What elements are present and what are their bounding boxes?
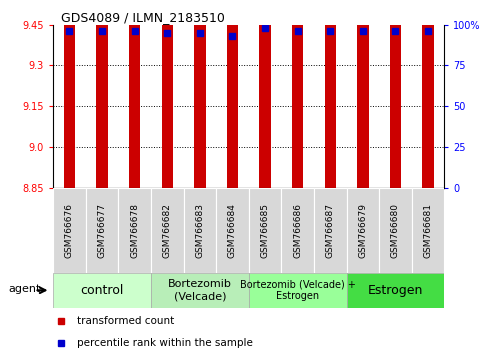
- Bar: [412, 188, 444, 273]
- Text: GSM766678: GSM766678: [130, 202, 139, 258]
- Bar: [422, 0, 434, 188]
- Text: Bortezomib
(Velcade): Bortezomib (Velcade): [168, 279, 232, 301]
- Bar: [249, 188, 282, 273]
- Bar: [227, 0, 238, 188]
- Bar: [151, 188, 184, 273]
- Text: control: control: [80, 284, 124, 297]
- Text: GSM766679: GSM766679: [358, 202, 368, 258]
- Text: GSM766680: GSM766680: [391, 202, 400, 258]
- Text: GSM766687: GSM766687: [326, 202, 335, 258]
- Bar: [379, 188, 412, 273]
- Bar: [249, 273, 347, 308]
- Text: GSM766677: GSM766677: [98, 202, 107, 258]
- Bar: [161, 0, 173, 188]
- Bar: [184, 188, 216, 273]
- Bar: [86, 188, 118, 273]
- Bar: [194, 0, 206, 188]
- Text: GSM766685: GSM766685: [260, 202, 270, 258]
- Bar: [216, 188, 249, 273]
- Bar: [118, 188, 151, 273]
- Text: GSM766681: GSM766681: [424, 202, 433, 258]
- Bar: [314, 188, 347, 273]
- Bar: [96, 0, 108, 188]
- Bar: [281, 188, 314, 273]
- Bar: [129, 0, 141, 188]
- Text: GSM766676: GSM766676: [65, 202, 74, 258]
- Text: GDS4089 / ILMN_2183510: GDS4089 / ILMN_2183510: [61, 11, 225, 24]
- Text: GSM766682: GSM766682: [163, 202, 172, 258]
- Bar: [292, 0, 303, 188]
- Text: GSM766686: GSM766686: [293, 202, 302, 258]
- Text: agent: agent: [8, 284, 41, 293]
- Bar: [259, 0, 271, 188]
- Bar: [390, 0, 401, 188]
- Text: Estrogen: Estrogen: [368, 284, 423, 297]
- Bar: [357, 0, 369, 188]
- Bar: [347, 273, 444, 308]
- Bar: [64, 0, 75, 188]
- Text: GSM766684: GSM766684: [228, 202, 237, 258]
- Text: percentile rank within the sample: percentile rank within the sample: [77, 338, 253, 348]
- Bar: [53, 188, 86, 273]
- Bar: [325, 0, 336, 188]
- Bar: [151, 273, 249, 308]
- Text: transformed count: transformed count: [77, 316, 174, 326]
- Bar: [53, 273, 151, 308]
- Text: Bortezomib (Velcade) +
Estrogen: Bortezomib (Velcade) + Estrogen: [240, 279, 355, 301]
- Bar: [347, 188, 379, 273]
- Text: GSM766683: GSM766683: [195, 202, 204, 258]
